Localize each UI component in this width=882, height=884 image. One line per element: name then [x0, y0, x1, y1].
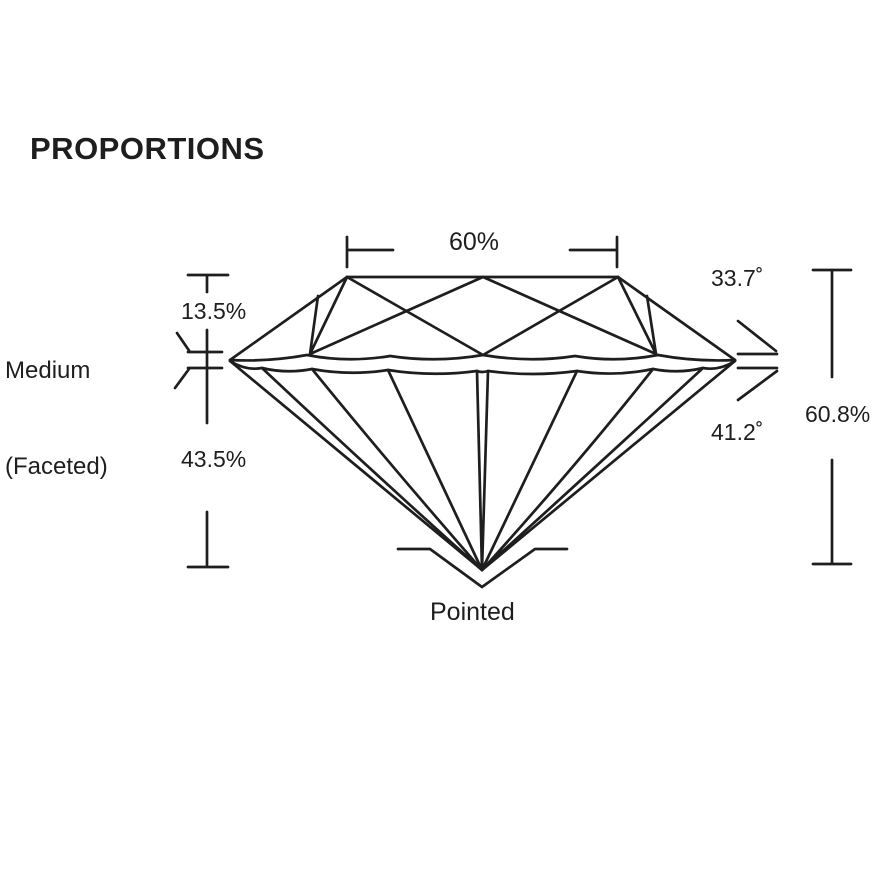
pavilion-lower-girdle-left	[260, 366, 484, 572]
pavilion-depth-label: 43.5%	[181, 446, 247, 472]
pavilion-main-left	[386, 368, 484, 572]
culet-label: Pointed	[430, 598, 515, 626]
pavilion-lower-girdle-right	[480, 366, 705, 572]
girdle-thickness-label-line1: Medium	[5, 357, 91, 384]
crown-angle-marks	[736, 319, 779, 356]
crown-kite-lines-left	[308, 275, 485, 357]
page-title: PROPORTIONS	[30, 131, 265, 166]
pavilion-angle-label: 41.2˚	[711, 419, 764, 445]
table-width-label: 60%	[449, 228, 500, 256]
girdle-edges	[228, 353, 737, 376]
girdle-thickness-marks	[173, 331, 224, 390]
pavilion-angle-marks	[736, 366, 779, 402]
pavilion-main-right	[480, 369, 579, 572]
crown-facets	[228, 275, 737, 362]
pavilion-depth-marker	[186, 510, 230, 569]
girdle-thickness-label-line2: (Faceted)	[5, 453, 108, 480]
total-depth-label: 60.8%	[805, 401, 871, 427]
total-depth-marker	[811, 268, 853, 566]
girdle-bottom-edge	[228, 359, 737, 376]
pavilion-center-spike	[475, 369, 490, 572]
girdle-thickness-label: Medium (Faceted)	[5, 291, 108, 547]
table-width-marker	[345, 235, 619, 269]
crown-slope-left	[228, 275, 349, 362]
culet-bracket	[396, 547, 569, 589]
crown-slope-right	[616, 275, 737, 362]
crown-height-marker	[186, 273, 230, 425]
pavilion-facets	[228, 359, 737, 572]
crown-kite-lines-right	[481, 275, 658, 357]
crown-angle-label: 33.7˚	[711, 265, 764, 291]
girdle-top-edge	[228, 353, 737, 362]
crown-height-label: 13.5%	[181, 298, 247, 324]
